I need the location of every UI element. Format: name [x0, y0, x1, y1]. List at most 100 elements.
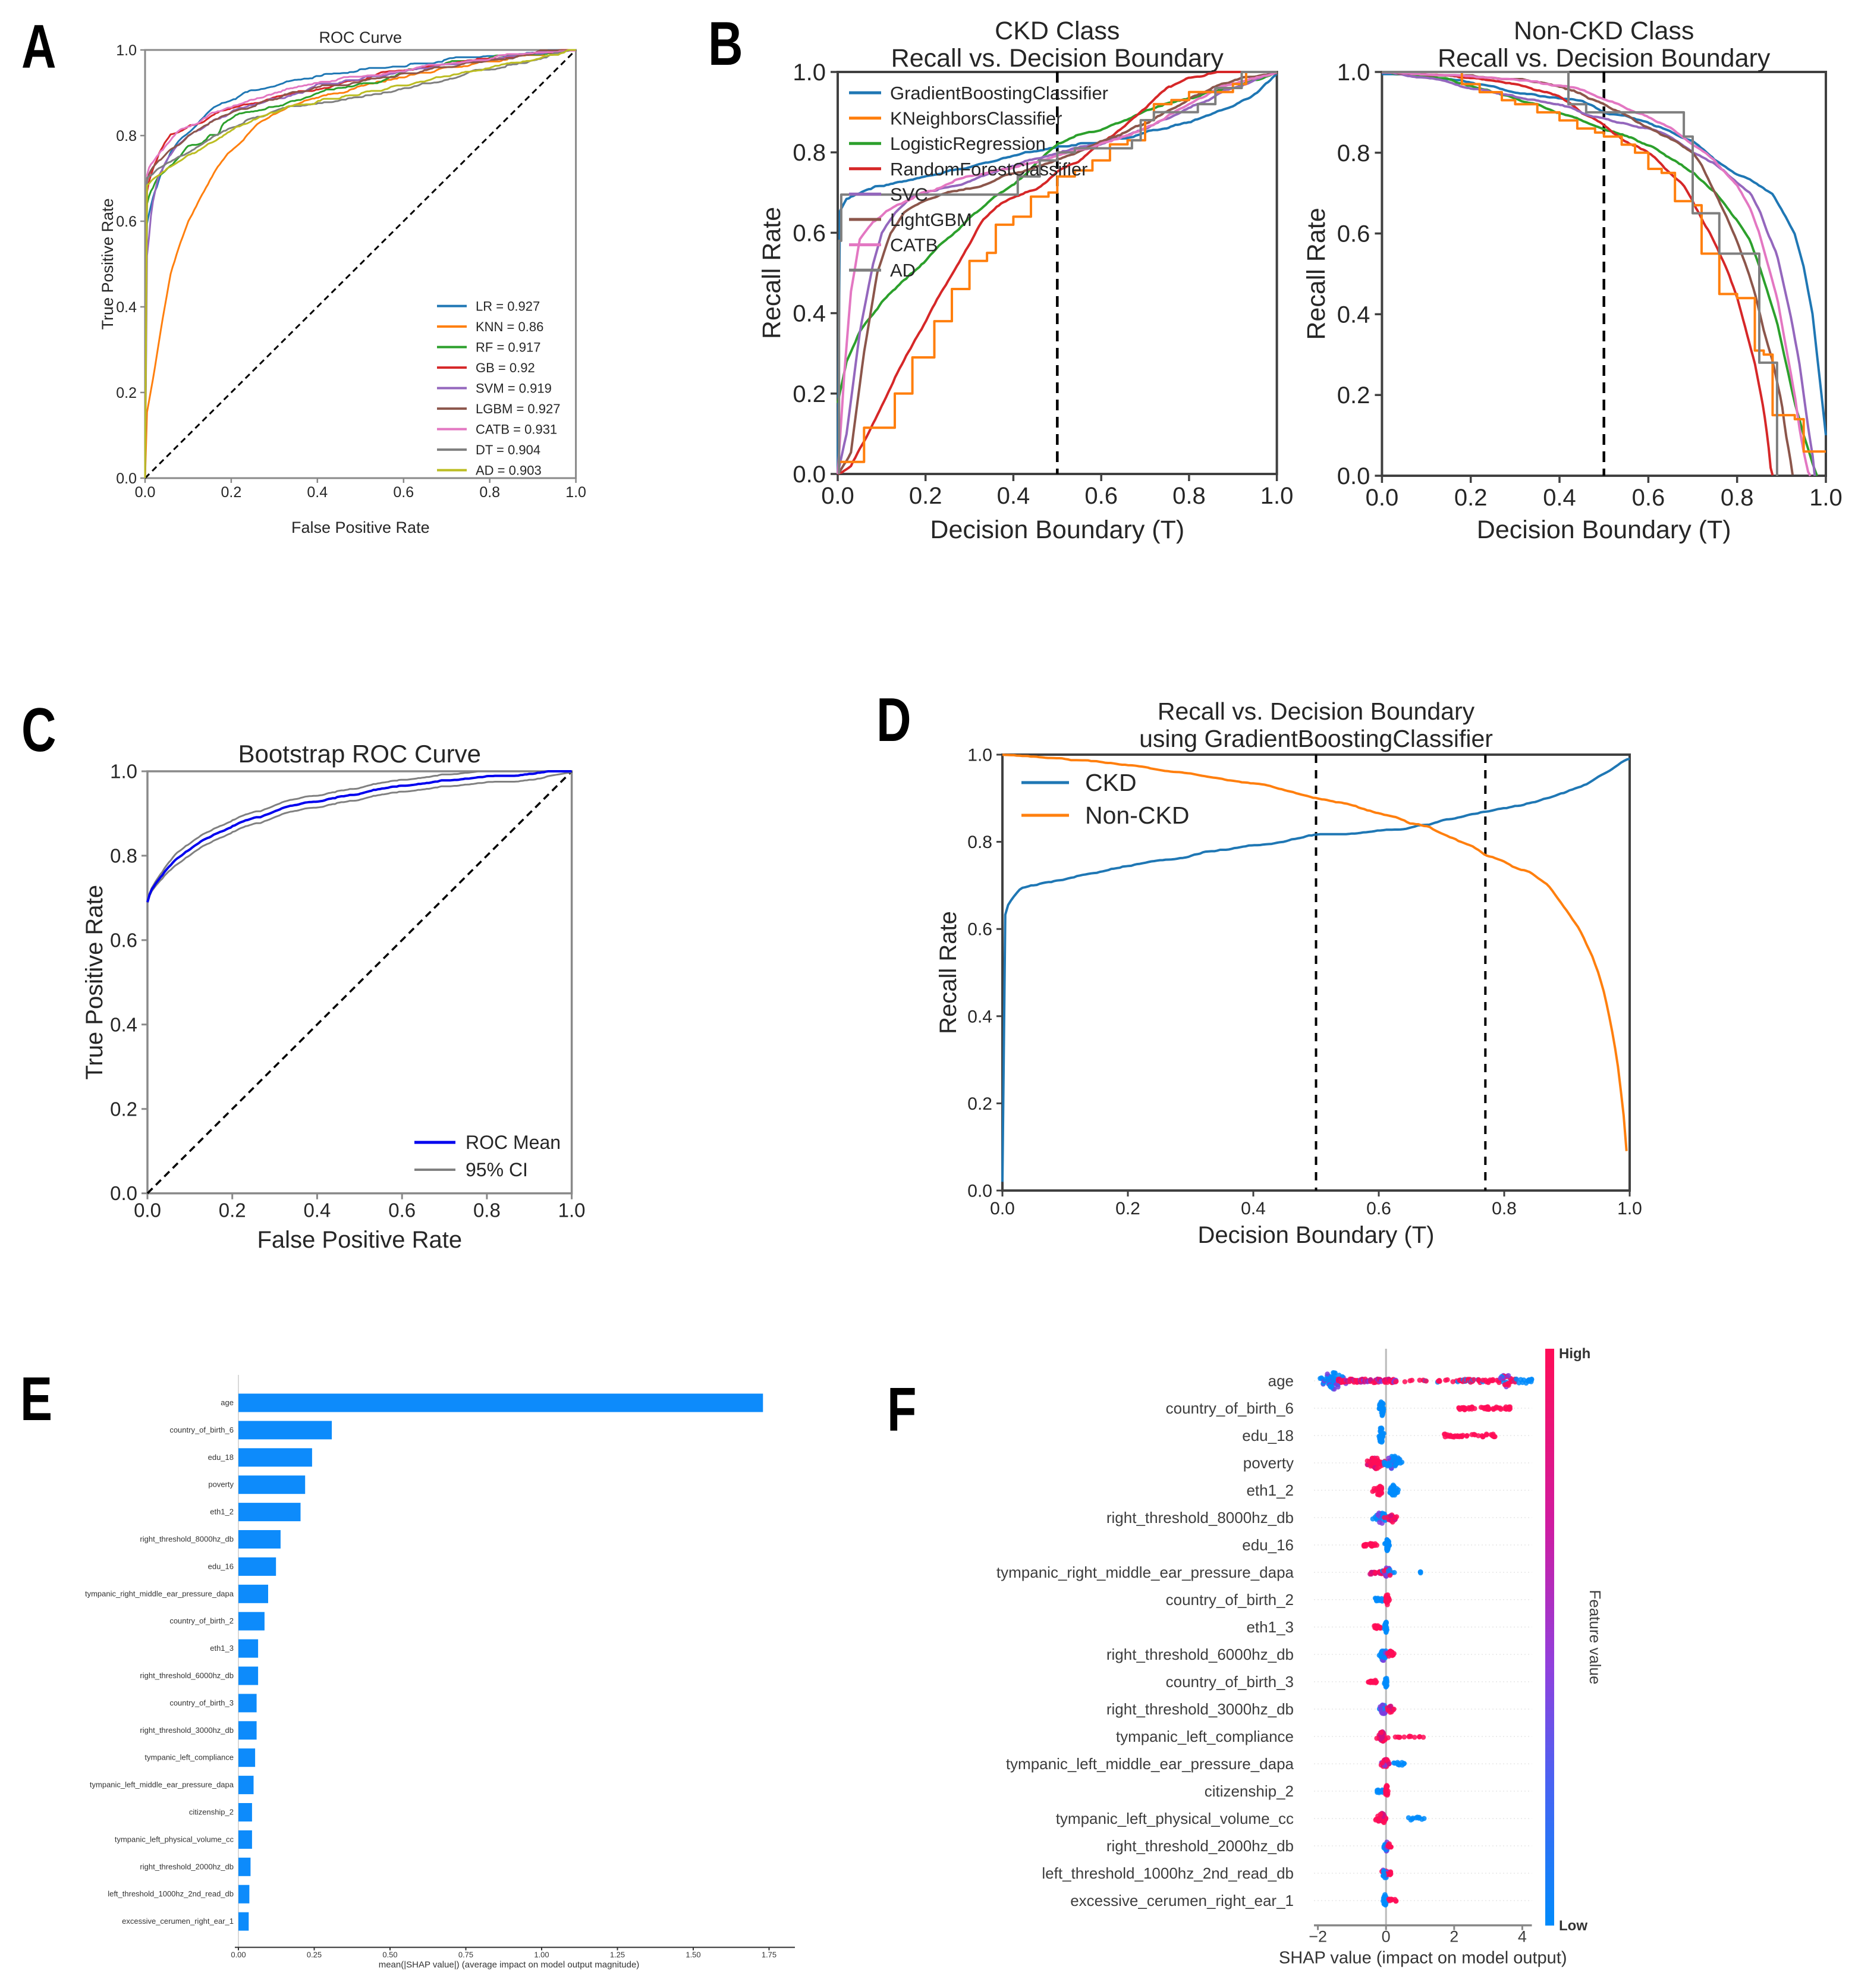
svg-text:LGBM = 0.927: LGBM = 0.927 — [476, 401, 560, 416]
svg-text:country_of_birth_3: country_of_birth_3 — [1166, 1673, 1294, 1691]
svg-text:eth1_3: eth1_3 — [210, 1644, 234, 1653]
svg-text:eth1_2: eth1_2 — [1246, 1481, 1294, 1499]
svg-text:1.0: 1.0 — [565, 484, 586, 501]
svg-text:eth1_2: eth1_2 — [210, 1508, 234, 1516]
svg-text:0.00: 0.00 — [231, 1951, 246, 1959]
svg-text:0.6: 0.6 — [1337, 221, 1370, 247]
svg-text:CKD Class: CKD Class — [995, 17, 1120, 45]
svg-text:right_threshold_2000hz_db: right_threshold_2000hz_db — [140, 1862, 234, 1871]
svg-text:0.8: 0.8 — [473, 1199, 501, 1221]
svg-text:edu_18: edu_18 — [1242, 1427, 1294, 1444]
svg-text:right_threshold_3000hz_db: right_threshold_3000hz_db — [1106, 1700, 1294, 1718]
svg-text:0.4: 0.4 — [1543, 485, 1576, 511]
svg-text:F: F — [887, 1375, 917, 1444]
svg-text:B: B — [708, 9, 743, 78]
svg-text:tympanic_left_physical_volume_: tympanic_left_physical_volume_cc — [115, 1835, 234, 1843]
svg-text:0.0: 0.0 — [110, 1182, 137, 1204]
svg-text:1.25: 1.25 — [610, 1951, 625, 1959]
svg-text:0.6: 0.6 — [793, 220, 826, 246]
svg-text:tympanic_right_middle_ear_pres: tympanic_right_middle_ear_pressure_dapa — [996, 1563, 1294, 1581]
svg-text:left_threshold_1000hz_2nd_read: left_threshold_1000hz_2nd_read_db — [1042, 1864, 1294, 1882]
svg-text:edu_18: edu_18 — [208, 1453, 234, 1462]
svg-text:High: High — [1559, 1346, 1590, 1362]
svg-text:AD = 0.903: AD = 0.903 — [476, 463, 542, 478]
svg-text:0.4: 0.4 — [793, 301, 826, 327]
svg-text:0.2: 0.2 — [219, 1199, 246, 1221]
svg-text:ROC Curve: ROC Curve — [319, 29, 403, 46]
svg-text:1.0: 1.0 — [1809, 485, 1843, 511]
svg-text:1.0: 1.0 — [110, 761, 137, 783]
svg-text:0.0: 0.0 — [990, 1199, 1015, 1218]
svg-text:left_threshold_1000hz_2nd_read: left_threshold_1000hz_2nd_read_db — [108, 1889, 234, 1898]
svg-text:tympanic_left_physical_volume_: tympanic_left_physical_volume_cc — [1056, 1810, 1294, 1827]
svg-text:Low: Low — [1559, 1918, 1587, 1934]
svg-text:country_of_birth_2: country_of_birth_2 — [1166, 1591, 1294, 1609]
svg-text:0.6: 0.6 — [1366, 1199, 1391, 1218]
svg-text:poverty: poverty — [1243, 1454, 1294, 1472]
svg-text:0.2: 0.2 — [110, 1098, 137, 1120]
svg-text:D: D — [876, 685, 911, 754]
svg-text:1.50: 1.50 — [686, 1951, 700, 1959]
svg-text:edu_16: edu_16 — [208, 1562, 234, 1571]
svg-text:1.0: 1.0 — [793, 59, 826, 86]
svg-text:Recall Rate: Recall Rate — [757, 207, 786, 339]
svg-text:Decision Boundary (T): Decision Boundary (T) — [930, 516, 1184, 544]
svg-text:0.8: 0.8 — [793, 140, 826, 166]
svg-text:tympanic_right_middle_ear_pres: tympanic_right_middle_ear_pressure_dapa — [85, 1589, 234, 1598]
svg-text:right_threshold_8000hz_db: right_threshold_8000hz_db — [1106, 1509, 1294, 1527]
svg-text:0.8: 0.8 — [116, 128, 137, 145]
svg-text:1.0: 1.0 — [116, 42, 137, 59]
svg-text:0.8: 0.8 — [1172, 483, 1206, 509]
svg-text:0: 0 — [1382, 1928, 1391, 1946]
svg-text:AD: AD — [890, 260, 916, 281]
svg-text:0.25: 0.25 — [307, 1951, 322, 1959]
svg-text:0.2: 0.2 — [1454, 485, 1488, 511]
svg-text:tympanic_left_middle_ear_press: tympanic_left_middle_ear_pressure_dapa — [1006, 1755, 1294, 1773]
svg-text:right_threshold_2000hz_db: right_threshold_2000hz_db — [1106, 1837, 1294, 1855]
svg-text:1.0: 1.0 — [558, 1199, 586, 1221]
svg-text:True Positive Rate: True Positive Rate — [81, 885, 108, 1080]
svg-text:0.6: 0.6 — [110, 929, 137, 951]
svg-text:0.50: 0.50 — [382, 1951, 397, 1959]
svg-text:Recall vs. Decision Boundary: Recall vs. Decision Boundary — [1158, 698, 1475, 725]
svg-text:0.2: 0.2 — [116, 385, 137, 401]
svg-text:CATB: CATB — [890, 235, 938, 256]
svg-text:0.8: 0.8 — [479, 484, 500, 501]
svg-text:LR = 0.927: LR = 0.927 — [476, 299, 540, 314]
svg-text:right_threshold_6000hz_db: right_threshold_6000hz_db — [140, 1671, 234, 1680]
svg-text:1.75: 1.75 — [762, 1951, 776, 1959]
svg-text:0.0: 0.0 — [1366, 485, 1399, 511]
svg-text:0.6: 0.6 — [388, 1199, 416, 1221]
svg-text:citizenship_2: citizenship_2 — [1205, 1782, 1294, 1800]
svg-text:0.2: 0.2 — [1337, 382, 1370, 409]
svg-text:0.2: 0.2 — [909, 483, 942, 509]
svg-text:0.8: 0.8 — [1337, 140, 1370, 167]
svg-text:Feature value: Feature value — [1586, 1590, 1604, 1685]
svg-text:ROC Mean: ROC Mean — [466, 1132, 561, 1153]
svg-text:right_threshold_6000hz_db: right_threshold_6000hz_db — [1106, 1645, 1294, 1663]
svg-text:A: A — [21, 12, 56, 81]
svg-text:True Positive Rate: True Positive Rate — [99, 198, 117, 329]
svg-text:Non-CKD Class: Non-CKD Class — [1514, 17, 1694, 45]
svg-text:right_threshold_3000hz_db: right_threshold_3000hz_db — [140, 1726, 234, 1735]
svg-text:KNN = 0.86: KNN = 0.86 — [476, 319, 543, 334]
svg-text:0.8: 0.8 — [1492, 1199, 1517, 1218]
svg-text:0.4: 0.4 — [110, 1013, 137, 1035]
svg-text:eth1_3: eth1_3 — [1246, 1618, 1294, 1636]
svg-text:Recall vs. Decision Boundary: Recall vs. Decision Boundary — [891, 44, 1224, 73]
svg-text:0.4: 0.4 — [997, 483, 1030, 509]
svg-text:LogisticRegression: LogisticRegression — [890, 133, 1046, 154]
svg-text:citizenship_2: citizenship_2 — [189, 1808, 234, 1817]
svg-text:0.6: 0.6 — [1632, 485, 1665, 511]
svg-text:C: C — [21, 695, 56, 764]
svg-text:CATB = 0.931: CATB = 0.931 — [476, 422, 557, 437]
svg-text:95% CI: 95% CI — [466, 1159, 528, 1180]
svg-text:0.6: 0.6 — [967, 920, 992, 940]
svg-text:0.2: 0.2 — [1115, 1199, 1140, 1218]
svg-text:0.2: 0.2 — [793, 381, 826, 407]
svg-text:0.0: 0.0 — [793, 461, 826, 488]
svg-text:0.75: 0.75 — [458, 1951, 473, 1959]
svg-text:Recall vs. Decision Boundary: Recall vs. Decision Boundary — [1438, 44, 1771, 73]
svg-text:0.0: 0.0 — [1337, 463, 1370, 489]
svg-text:False Positive Rate: False Positive Rate — [257, 1227, 463, 1253]
